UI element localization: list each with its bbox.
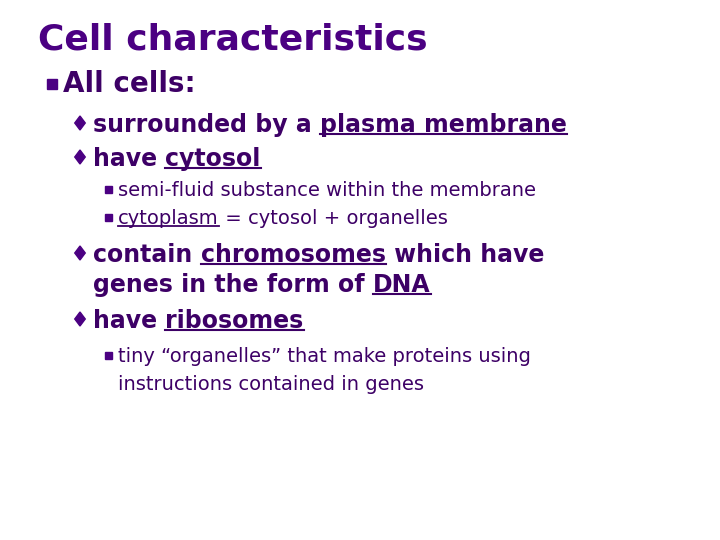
Text: Cell characteristics: Cell characteristics bbox=[38, 23, 428, 57]
Text: DNA: DNA bbox=[373, 273, 431, 297]
Text: tiny “organelles” that make proteins using: tiny “organelles” that make proteins usi… bbox=[118, 347, 531, 366]
Text: = cytosol + organelles: = cytosol + organelles bbox=[219, 209, 448, 228]
Text: have: have bbox=[93, 147, 166, 171]
Text: have: have bbox=[93, 309, 166, 333]
Polygon shape bbox=[75, 116, 85, 130]
Text: which have: which have bbox=[385, 243, 544, 267]
Polygon shape bbox=[75, 150, 85, 164]
Text: semi-fluid substance within the membrane: semi-fluid substance within the membrane bbox=[118, 181, 536, 200]
Text: cytoplasm: cytoplasm bbox=[118, 209, 219, 228]
Text: instructions contained in genes: instructions contained in genes bbox=[118, 375, 424, 394]
Text: contain: contain bbox=[93, 243, 200, 267]
Bar bbox=[47, 79, 57, 89]
Polygon shape bbox=[75, 246, 85, 260]
Text: genes in the form of: genes in the form of bbox=[93, 273, 373, 297]
Bar bbox=[104, 352, 112, 359]
Text: ribosomes: ribosomes bbox=[166, 309, 304, 333]
Bar bbox=[104, 213, 112, 220]
Text: All cells:: All cells: bbox=[63, 70, 196, 98]
Polygon shape bbox=[75, 312, 85, 326]
Text: surrounded by a: surrounded by a bbox=[93, 113, 320, 137]
Text: cytosol: cytosol bbox=[166, 147, 261, 171]
Bar bbox=[104, 186, 112, 192]
Text: plasma membrane: plasma membrane bbox=[320, 113, 567, 137]
Text: chromosomes: chromosomes bbox=[200, 243, 385, 267]
